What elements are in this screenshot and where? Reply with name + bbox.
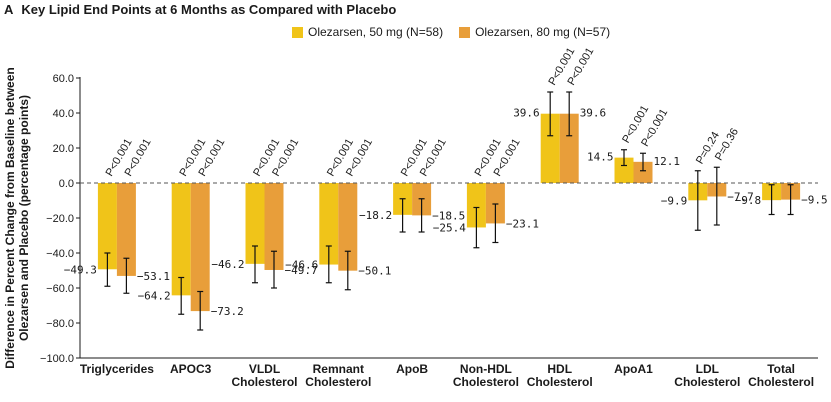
y-tick-label: 20.0 (53, 143, 74, 155)
data-label: −25.4 (433, 221, 466, 234)
x-category-label: HDL (547, 362, 572, 376)
x-category-label: ApoA1 (614, 362, 653, 376)
x-category-label: Cholesterol (748, 375, 814, 389)
bar (116, 183, 136, 276)
bar (614, 157, 634, 183)
p-value-label: P=0.36 (713, 126, 741, 162)
data-label: 14.5 (587, 151, 614, 164)
data-label: 39.6 (513, 107, 540, 120)
x-category-label: LDL (696, 362, 719, 376)
bar (559, 113, 579, 183)
y-tick-label: −20.0 (46, 213, 74, 225)
bar (190, 183, 210, 312)
x-category-label: APOC3 (170, 362, 212, 376)
x-category-label: Cholesterol (527, 375, 593, 389)
bar (485, 183, 505, 224)
x-category-label: Triglycerides (80, 362, 154, 376)
y-tick-label: 0.0 (59, 178, 74, 190)
bar (540, 113, 560, 183)
bar (97, 183, 117, 270)
bar (466, 183, 486, 228)
panel-title: A Key Lipid End Points at 6 Months as Com… (4, 2, 396, 17)
data-label: 39.6 (580, 107, 607, 120)
y-tick-label: 40.0 (53, 108, 74, 120)
data-label: −46.6 (285, 259, 318, 272)
data-label: −73.2 (211, 305, 244, 318)
x-category-label: Cholesterol (305, 375, 371, 389)
x-category-label: Total (767, 362, 795, 376)
data-label: 12.1 (654, 155, 681, 168)
data-label: −18.5 (432, 209, 465, 222)
bar (319, 183, 339, 265)
bar (338, 183, 358, 271)
y-tick-label: −40.0 (46, 248, 74, 260)
data-label: −53.1 (137, 270, 170, 283)
data-label: −7.7 (727, 190, 754, 203)
y-tick-label: −80.0 (46, 318, 74, 330)
x-category-label: Cholesterol (231, 375, 297, 389)
legend-swatch-80mg (459, 26, 471, 38)
data-label: −18.2 (359, 209, 392, 222)
x-category-label: Remnant (313, 362, 364, 376)
x-category-label: Cholesterol (674, 375, 740, 389)
legend-item-80mg: Olezarsen, 80 mg (N=57) (459, 25, 610, 39)
legend-label-50mg: Olezarsen, 50 mg (N=58) (308, 25, 444, 39)
legend-swatch-50mg (292, 26, 303, 38)
data-label: −9.9 (661, 194, 688, 207)
chart-title: Key Lipid End Points at 6 Months as Comp… (21, 2, 397, 17)
legend-label-80mg: Olezarsen, 80 mg (N=57) (475, 25, 611, 39)
y-tick-label: −60.0 (46, 283, 74, 295)
bar (264, 183, 284, 270)
data-label: −46.2 (211, 258, 244, 271)
data-label: −9.8 (735, 194, 762, 207)
panel-letter: A (4, 2, 14, 17)
legend: Olezarsen, 50 mg (N=58) Olezarsen, 80 mg… (292, 25, 610, 39)
bar (245, 183, 265, 264)
data-label: −49.7 (285, 264, 318, 277)
data-label: −49.3 (64, 263, 97, 276)
y-tick-label: −100.0 (40, 353, 74, 365)
bar (633, 161, 653, 183)
legend-item-50mg: Olezarsen, 50 mg (N=58) (292, 25, 443, 39)
data-label: −50.1 (358, 265, 391, 278)
bar (171, 183, 191, 296)
x-category-label: Cholesterol (453, 375, 519, 389)
data-label: −23.1 (506, 217, 539, 230)
x-category-label: ApoB (396, 362, 428, 376)
data-label: −64.2 (138, 289, 171, 302)
x-category-label: Non-HDL (460, 362, 512, 376)
data-label: −9.5 (801, 194, 828, 207)
x-category-label: VLDL (249, 362, 280, 376)
y-tick-label: 60.0 (53, 73, 74, 85)
